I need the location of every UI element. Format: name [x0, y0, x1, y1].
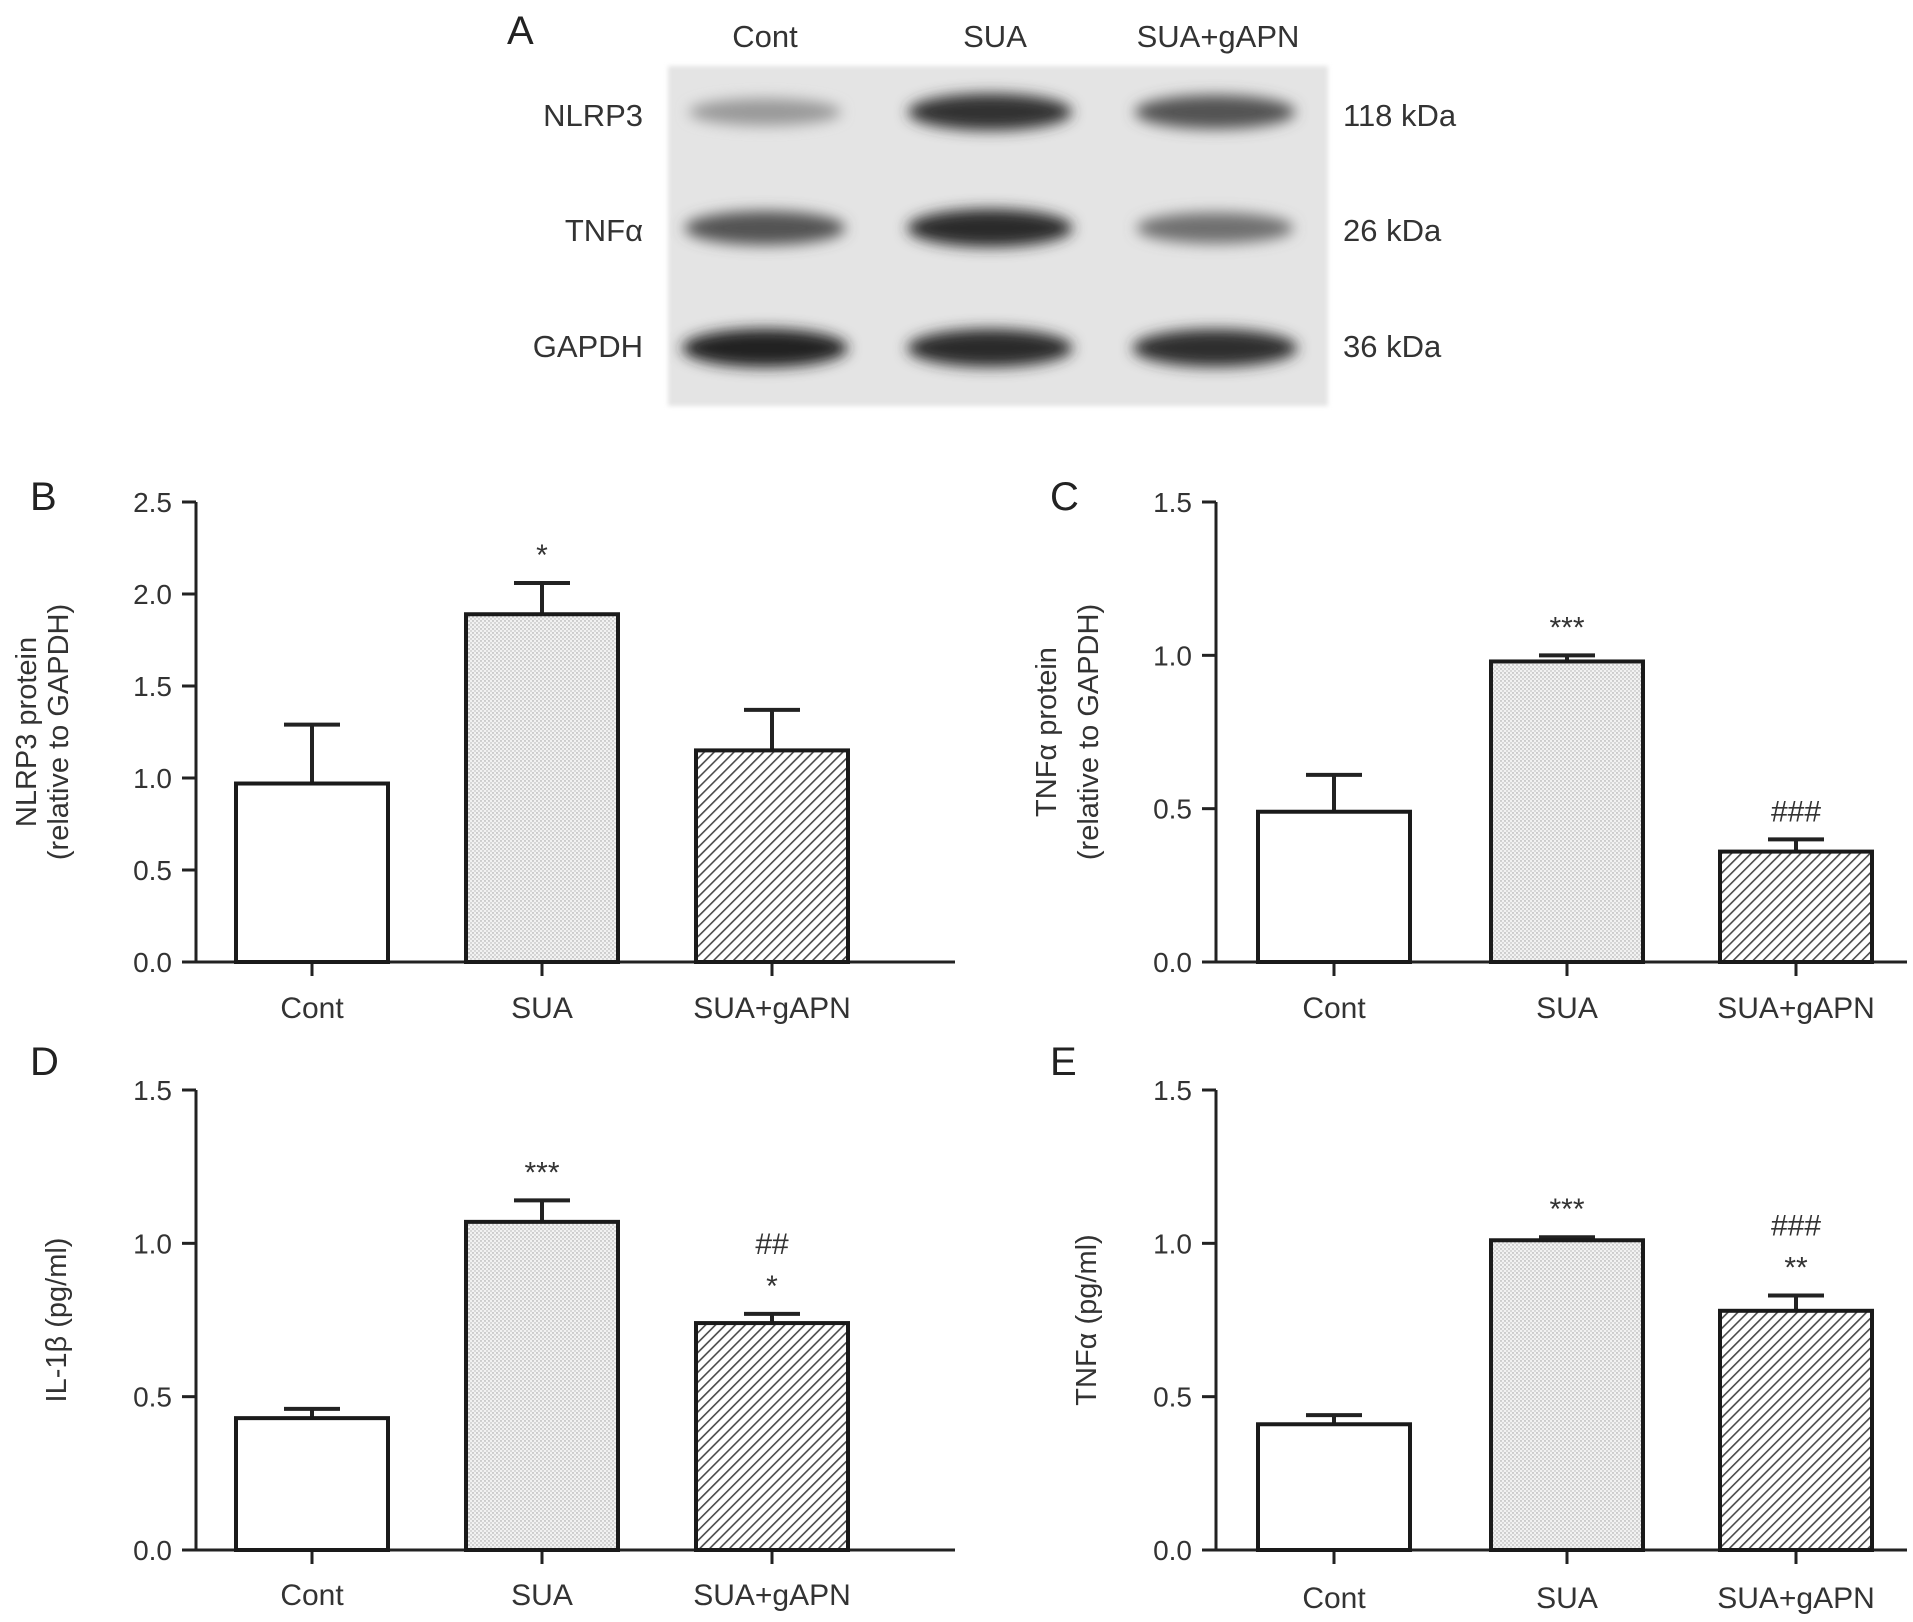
panel-label-c: C [1050, 475, 1079, 519]
bar-cont [234, 1416, 390, 1552]
blot-lane-label-sua: SUA [963, 19, 1027, 54]
x-tick-label-cont: Cont [1302, 1582, 1366, 1615]
y-axis-label: IL-1β (pg/ml) [41, 1238, 73, 1403]
y-tick-label: 0.0 [1153, 1535, 1192, 1566]
y-tick-label: 0.5 [133, 855, 172, 886]
bar-sua [1489, 1238, 1645, 1553]
blot-kda-tnfa: 26 kDa [1343, 213, 1442, 248]
significance-marker: *** [1549, 1193, 1584, 1226]
blot-band-nlrp3-cont [688, 98, 842, 126]
bar-cont [1256, 1422, 1412, 1553]
significance-marker: * [536, 539, 548, 572]
blot-band-gapdh-sua-gapn [1132, 329, 1298, 367]
y-axis-label: (relative to GAPDH) [1073, 604, 1105, 860]
x-tick-label-sua-gapn: SUA+gAPN [1717, 992, 1875, 1025]
significance-marker: * [766, 1270, 778, 1303]
y-axis-label: TNFα (pg/ml) [1071, 1234, 1103, 1405]
y-axis-label: TNFα protein [1031, 647, 1063, 817]
bar-sua [464, 612, 620, 964]
chart-panel-b: B 0.0 0.5 1.0 1.5 2.0 2.5 NLRP3 protein (relativ… [11, 475, 955, 1025]
x-tick-label-sua: SUA [1536, 1582, 1598, 1615]
bar-sua [464, 1219, 620, 1553]
blot-kda-nlrp3: 118 kDa [1343, 98, 1457, 133]
x-tick-label-cont: Cont [280, 992, 344, 1025]
significance-marker: ### [1771, 795, 1821, 828]
x-tick-label-sua: SUA [511, 1579, 573, 1612]
blot-row-label-tnfa: TNFα [565, 213, 643, 248]
bar-sua [1489, 659, 1645, 964]
blot-band-tnfa-sua-gapn [1136, 212, 1294, 244]
y-tick-label: 0.5 [133, 1382, 172, 1413]
y-tick-label: 1.5 [1153, 487, 1192, 518]
blot-band-nlrp3-sua [907, 93, 1073, 131]
panel-label-b: B [30, 475, 57, 519]
y-tick-label: 2.5 [133, 487, 172, 518]
blot-kda-gapdh: 36 kDa [1343, 329, 1442, 364]
bar-sua-gapn [694, 748, 850, 965]
y-tick-label: 0.0 [133, 947, 172, 978]
x-tick-label-sua-gapn: SUA+gAPN [693, 992, 851, 1025]
bar-cont [1256, 809, 1412, 964]
bar-sua-gapn [1718, 1308, 1874, 1553]
y-tick-label: 1.5 [133, 1075, 172, 1106]
blot-band-tnfa-cont [684, 211, 846, 245]
y-axis-label: NLRP3 protein [11, 637, 43, 827]
x-tick-label-sua-gapn: SUA+gAPN [693, 1579, 851, 1612]
blot-band-nlrp3-sua-gapn [1134, 95, 1296, 129]
y-tick-label: 1.0 [133, 1228, 172, 1259]
significance-marker: *** [1549, 611, 1584, 644]
y-tick-label: 0.5 [1153, 794, 1192, 825]
y-tick-label: 2.0 [133, 579, 172, 610]
x-tick-label-sua-gapn: SUA+gAPN [1717, 1582, 1875, 1615]
significance-marker: *** [524, 1156, 559, 1189]
chart-panel-e: E 0.0 0.5 1.0 1.5 TNFα (pg/ml) Cont SUA *** SUA+g… [1050, 1040, 1907, 1615]
significance-marker: ### [1771, 1209, 1821, 1242]
bar-cont [234, 781, 390, 965]
y-tick-label: 1.0 [133, 763, 172, 794]
x-tick-label-sua: SUA [1536, 992, 1598, 1025]
x-tick-label-sua: SUA [511, 992, 573, 1025]
y-tick-label: 1.0 [1153, 1228, 1192, 1259]
x-tick-label-cont: Cont [1302, 992, 1366, 1025]
bar-sua-gapn [1718, 849, 1874, 964]
blot-bands [681, 93, 1298, 368]
x-tick-label-cont: Cont [280, 1579, 344, 1612]
y-tick-label: 0.0 [1153, 947, 1192, 978]
y-tick-label: 1.5 [133, 671, 172, 702]
blot-row-label-gapdh: GAPDH [533, 329, 643, 364]
panel-label-a: A [507, 9, 534, 53]
chart-panel-d: D 0.0 0.5 1.0 1.5 IL-1β (pg/ml) Cont SUA *** SUA+… [30, 1040, 955, 1612]
y-tick-label: 1.0 [1153, 640, 1192, 671]
significance-marker: ## [755, 1228, 789, 1261]
blot-lane-label-cont: Cont [732, 19, 798, 54]
panel-label-e: E [1050, 1040, 1077, 1084]
western-blot-panel: A Cont SUA SUA+gAPN NLRP3 TNFα GAPDH 118… [507, 9, 1457, 406]
y-axis-label: (relative to GAPDH) [43, 604, 75, 860]
blot-band-tnfa-sua [907, 209, 1073, 247]
panel-label-d: D [30, 1040, 59, 1084]
y-tick-label: 0.5 [1153, 1382, 1192, 1413]
bar-sua-gapn [694, 1321, 850, 1552]
chart-panel-c: C 0.0 0.5 1.0 1.5 TNFα protein (relative to GA… [1031, 475, 1907, 1025]
blot-row-label-nlrp3: NLRP3 [543, 98, 643, 133]
blot-band-gapdh-cont [681, 328, 849, 368]
y-tick-label: 0.0 [133, 1535, 172, 1566]
significance-marker: ** [1784, 1251, 1808, 1284]
blot-lane-label-sua-gapn: SUA+gAPN [1137, 19, 1300, 54]
y-tick-label: 1.5 [1153, 1075, 1192, 1106]
blot-band-gapdh-sua [907, 329, 1073, 367]
